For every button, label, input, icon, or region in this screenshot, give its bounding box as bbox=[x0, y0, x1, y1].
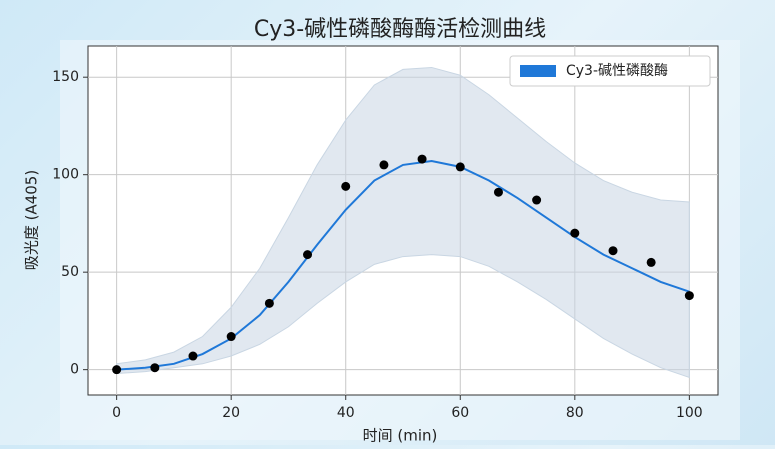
x-tick-label: 100 bbox=[676, 405, 703, 421]
data-point bbox=[532, 195, 542, 205]
y-axis-label: 吸光度 (A405) bbox=[23, 170, 41, 270]
data-point bbox=[455, 162, 465, 172]
data-point bbox=[303, 250, 313, 260]
data-point bbox=[379, 160, 389, 170]
confidence-band bbox=[116, 66, 690, 379]
data-point bbox=[684, 291, 694, 301]
data-point bbox=[226, 332, 236, 342]
legend-box bbox=[509, 55, 711, 87]
x-axis-label: 时间 (min) bbox=[363, 427, 438, 445]
y-tick-label: 100 bbox=[52, 167, 79, 183]
x-tick-label: 80 bbox=[566, 405, 584, 421]
chart-title: Cy3-碱性磷酸酶酶活检测曲线 bbox=[254, 17, 546, 42]
x-tick-label: 60 bbox=[451, 405, 469, 421]
data-point bbox=[188, 351, 198, 361]
fit-line bbox=[116, 160, 690, 371]
data-point bbox=[150, 363, 160, 373]
data-point bbox=[417, 154, 427, 164]
data-point bbox=[570, 228, 580, 238]
x-tick-label: 0 bbox=[112, 405, 121, 421]
y-tick-label: 0 bbox=[70, 362, 79, 378]
y-tick-label: 50 bbox=[61, 264, 79, 280]
x-tick-label: 20 bbox=[222, 405, 240, 421]
data-point bbox=[341, 181, 351, 191]
x-tick-label: 40 bbox=[337, 405, 355, 421]
data-point bbox=[608, 246, 618, 256]
data-point bbox=[112, 365, 122, 375]
data-point bbox=[493, 187, 503, 197]
legend-swatch bbox=[520, 65, 556, 77]
data-point bbox=[646, 257, 656, 267]
y-tick-label: 150 bbox=[52, 69, 79, 85]
legend-label: Cy3-碱性磷酸酶 bbox=[566, 63, 668, 79]
data-point bbox=[264, 298, 274, 308]
